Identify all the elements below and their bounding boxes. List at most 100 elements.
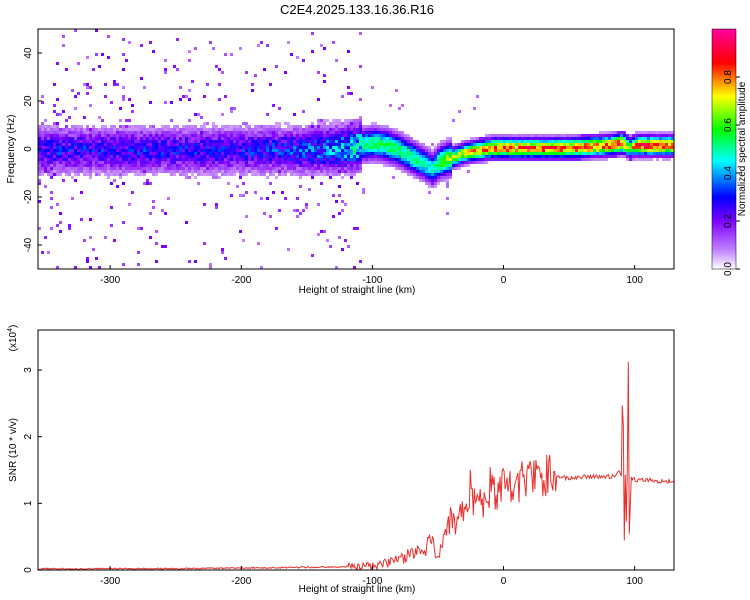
heatmap-cell xyxy=(278,152,281,155)
heatmap-cell xyxy=(329,158,332,161)
heatmap-cell xyxy=(59,155,62,158)
heatmap-cell xyxy=(230,158,233,161)
heatmap-cell xyxy=(263,125,266,128)
heatmap-cell xyxy=(626,155,629,158)
heatmap-cell xyxy=(236,185,239,188)
heatmap-cell xyxy=(335,164,338,167)
heatmap-cell xyxy=(188,149,191,152)
heatmap-cell xyxy=(497,155,500,158)
heatmap-cell xyxy=(638,155,641,158)
heatmap-cell xyxy=(293,209,296,212)
heatmap-cell xyxy=(317,146,320,149)
heatmap-cell xyxy=(323,146,326,149)
heatmap-cell xyxy=(236,170,239,173)
heatmap-cell xyxy=(164,212,167,215)
heatmap-cell xyxy=(344,128,347,131)
heatmap-cell xyxy=(197,158,200,161)
heatmap-cell xyxy=(80,143,83,146)
heatmap-cell xyxy=(227,125,230,128)
heatmap-cell xyxy=(509,143,512,146)
heatmap-cell xyxy=(470,155,473,158)
heatmap-cell xyxy=(221,152,224,155)
heatmap-cell xyxy=(395,149,398,152)
heatmap-cell xyxy=(572,140,575,143)
heatmap-cell xyxy=(140,143,143,146)
heatmap-cell xyxy=(467,140,470,143)
heatmap-cell xyxy=(41,146,44,149)
heatmap-cell xyxy=(509,134,512,137)
heatmap-cell xyxy=(359,140,362,143)
heatmap-cell xyxy=(98,266,101,269)
heatmap-cell xyxy=(38,161,41,164)
heatmap-cell xyxy=(302,152,305,155)
heatmap-cell xyxy=(443,167,446,170)
heatmap-cell xyxy=(296,143,299,146)
heatmap-cell xyxy=(401,131,404,134)
heatmap-cell xyxy=(320,173,323,176)
heatmap-cell xyxy=(215,173,218,176)
heatmap-cell xyxy=(50,131,53,134)
heatmap-cell xyxy=(95,152,98,155)
heatmap-cell xyxy=(257,140,260,143)
heatmap-cell xyxy=(230,125,233,128)
heatmap-cell xyxy=(359,143,362,146)
heatmap-cell xyxy=(167,146,170,149)
heatmap-cell xyxy=(266,152,269,155)
heatmap-cell xyxy=(173,167,176,170)
heatmap-cell xyxy=(74,134,77,137)
heatmap-cell xyxy=(359,260,362,263)
heatmap-cell xyxy=(191,128,194,131)
heatmap-cell xyxy=(230,161,233,164)
heatmap-cell xyxy=(317,158,320,161)
heatmap-cell xyxy=(665,146,668,149)
heatmap-cell xyxy=(110,224,113,227)
heatmap-cell xyxy=(404,158,407,161)
heatmap-cell xyxy=(434,170,437,173)
heatmap-cell xyxy=(302,158,305,161)
heatmap-cell xyxy=(338,185,341,188)
heatmap-cell xyxy=(263,149,266,152)
heatmap-cell xyxy=(239,167,242,170)
heatmap-cell xyxy=(233,158,236,161)
heatmap-cell xyxy=(359,65,362,68)
heatmap-cell xyxy=(413,161,416,164)
heatmap-cell xyxy=(98,143,101,146)
heatmap-cell xyxy=(197,113,200,116)
heatmap-cell xyxy=(413,170,416,173)
heatmap-cell xyxy=(146,179,149,182)
heatmap-cell xyxy=(599,131,602,134)
heatmap-cell xyxy=(329,125,332,128)
heatmap-cell xyxy=(251,143,254,146)
heatmap-cell xyxy=(521,143,524,146)
heatmap-cell xyxy=(449,170,452,173)
heatmap-cell xyxy=(182,155,185,158)
heatmap-cell xyxy=(329,170,332,173)
heatmap-cell xyxy=(113,164,116,167)
heatmap-cell xyxy=(116,167,119,170)
heatmap-cell xyxy=(179,146,182,149)
heatmap-cell xyxy=(74,173,77,176)
heatmap-cell xyxy=(485,134,488,137)
heatmap-cell xyxy=(341,128,344,131)
heatmap-cell xyxy=(140,125,143,128)
heatmap-cell xyxy=(128,98,131,101)
heatmap-cell xyxy=(200,170,203,173)
heatmap-cell xyxy=(374,134,377,137)
heatmap-cell xyxy=(551,155,554,158)
heatmap-cell xyxy=(329,143,332,146)
heatmap-cell xyxy=(143,143,146,146)
heatmap-cell xyxy=(125,155,128,158)
heatmap-cell xyxy=(371,125,374,128)
heatmap-cell xyxy=(59,128,62,131)
heatmap-cell xyxy=(326,134,329,137)
heatmap-cell xyxy=(254,134,257,137)
heatmap-cell xyxy=(470,140,473,143)
heatmap-cell xyxy=(158,161,161,164)
heatmap-cell xyxy=(290,140,293,143)
heatmap-cell xyxy=(644,140,647,143)
heatmap-cell xyxy=(83,146,86,149)
heatmap-cell xyxy=(596,152,599,155)
heatmap-cell xyxy=(383,155,386,158)
heatmap-cell xyxy=(233,125,236,128)
heatmap-cell xyxy=(332,161,335,164)
